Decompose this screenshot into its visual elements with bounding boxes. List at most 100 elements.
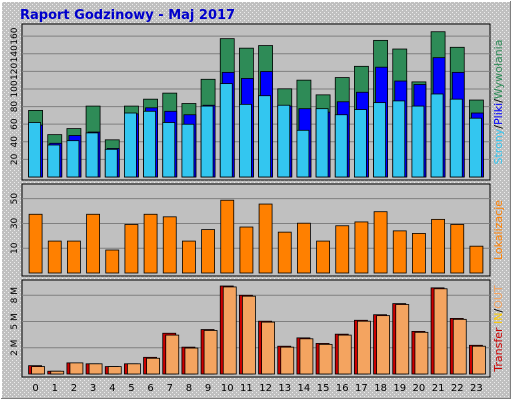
bar-out-16	[337, 334, 352, 375]
bar-out-4	[107, 366, 122, 375]
bar-strony-0	[28, 122, 41, 178]
bar-strony-3	[85, 132, 99, 178]
bar-lokalizacje-1	[47, 240, 62, 274]
bar-lokalizacje-18	[373, 211, 388, 274]
chart-panels: 20406080100120140160Strony/Pliki/Wywołan…	[10, 23, 505, 378]
bar-lokalizacje-5	[124, 224, 139, 274]
x-tick-label: 3	[90, 383, 96, 394]
x-tick-label: 4	[109, 383, 115, 394]
bar-out-1	[50, 370, 65, 375]
panel-2-ytick: 2 M	[10, 340, 20, 356]
panel-0-ytick: 100	[10, 80, 20, 97]
bar-lokalizacje-6	[143, 213, 158, 274]
bar-lokalizacje-3	[86, 213, 100, 274]
panel-1-series-label: Lokalizacje	[492, 200, 505, 260]
panel-0-series-label: Strony/Pliki/Wywołania	[492, 40, 505, 165]
bar-strony-19	[392, 100, 406, 178]
bar-strony-11	[239, 103, 252, 178]
panel-1-ytick: 30	[10, 217, 20, 229]
bar-out-7	[165, 334, 180, 375]
panel-0-label-part: /	[492, 125, 505, 129]
bar-strony-20	[411, 105, 425, 178]
bar-out-3	[88, 363, 103, 375]
x-tick-label: 21	[432, 383, 445, 394]
panel-2: 2 M 5 M 8 M Transfer IN/OUT	[10, 279, 505, 378]
bar-lokalizacje-0	[28, 213, 43, 274]
bar-strony-18	[373, 102, 386, 178]
bar-strony-8	[181, 123, 195, 178]
bar-out-18	[376, 315, 390, 375]
bar-lokalizacje-4	[105, 249, 120, 274]
bar-strony-13	[277, 104, 291, 178]
panel-0-label-part: Wywołania	[492, 40, 505, 100]
bar-out-10	[222, 286, 237, 375]
bar-lokalizacje-12	[258, 203, 273, 274]
bar-lokalizacje-9	[201, 229, 215, 274]
bar-out-17	[357, 320, 371, 375]
x-tick-label: 9	[205, 383, 211, 394]
panel-0-label-part: Pliki	[492, 103, 505, 125]
bar-lokalizacje-13	[277, 231, 292, 274]
bar-lokalizacje-10	[220, 199, 235, 274]
panel-0-label-part: /	[492, 99, 505, 103]
panel-1-bars	[28, 199, 484, 274]
bar-out-13	[280, 346, 295, 375]
bar-lokalizacje-2	[67, 240, 81, 274]
bar-strony-23	[469, 117, 482, 178]
panel-0-ytick: 80	[10, 101, 20, 113]
bar-lokalizacje-8	[182, 240, 196, 274]
panel-1-ytick: 50	[10, 193, 20, 205]
panel-1-label-part: Lokalizacje	[492, 200, 505, 260]
panel-0: 20406080100120140160Strony/Pliki/Wywołan…	[10, 23, 505, 181]
bar-lokalizacje-22	[450, 224, 465, 274]
bar-strony-21	[430, 93, 444, 178]
bar-strony-14	[296, 129, 310, 178]
bar-strony-17	[354, 109, 367, 178]
panel-1: 10 30 50 Lokalizacje	[10, 183, 505, 277]
bar-lokalizacje-21	[431, 218, 445, 274]
bar-lokalizacje-15	[316, 240, 330, 274]
panel-0-ytick: 60	[10, 118, 20, 130]
bar-strony-12	[258, 95, 271, 178]
x-tick-label: 14	[298, 383, 311, 394]
panel-0-label-part: Strony	[492, 128, 505, 164]
bar-lokalizacje-14	[297, 222, 311, 274]
x-tick-label: 19	[393, 383, 406, 394]
bar-lokalizacje-7	[162, 216, 177, 274]
bar-out-0	[31, 366, 45, 375]
bar-out-6	[146, 357, 160, 375]
panel-2-series-label: Transfer IN/OUT	[492, 285, 505, 373]
panel-0-ytick: 160	[10, 27, 20, 44]
x-tick-label: 10	[221, 383, 234, 394]
x-tick-label: 7	[167, 383, 173, 394]
panel-1-ytick: 10	[10, 242, 20, 254]
bar-lokalizacje-11	[239, 226, 254, 274]
panel-2-label-part: OUT	[492, 285, 505, 309]
panel-2-ytick: 5 M	[10, 313, 20, 329]
bar-out-15	[318, 343, 333, 375]
x-tick-label: 1	[52, 383, 58, 394]
bar-lokalizacje-17	[354, 221, 369, 274]
bar-strony-6	[143, 110, 156, 178]
bar-lokalizacje-23	[469, 245, 484, 274]
bar-strony-16	[334, 114, 348, 178]
bar-out-20	[414, 331, 429, 375]
bar-lokalizacje-20	[412, 233, 426, 274]
x-tick-label: 12	[259, 383, 272, 394]
panel-2-label-part: /	[492, 308, 505, 312]
bar-strony-9	[200, 105, 214, 178]
bar-out-23	[472, 345, 486, 375]
bar-out-21	[433, 288, 448, 375]
panel-0-ytick: 40	[10, 136, 20, 148]
panel-0-bars	[28, 31, 484, 178]
x-tick-label: 6	[147, 383, 153, 394]
bar-strony-5	[124, 112, 137, 178]
panel-0-ytick: 120	[10, 63, 20, 80]
x-tick-label: 11	[240, 383, 253, 394]
bar-out-8	[184, 347, 199, 375]
bar-out-14	[299, 338, 314, 375]
bar-out-5	[127, 363, 141, 375]
x-tick-label: 16	[336, 383, 349, 394]
panel-2-label-part: IN	[492, 312, 505, 323]
